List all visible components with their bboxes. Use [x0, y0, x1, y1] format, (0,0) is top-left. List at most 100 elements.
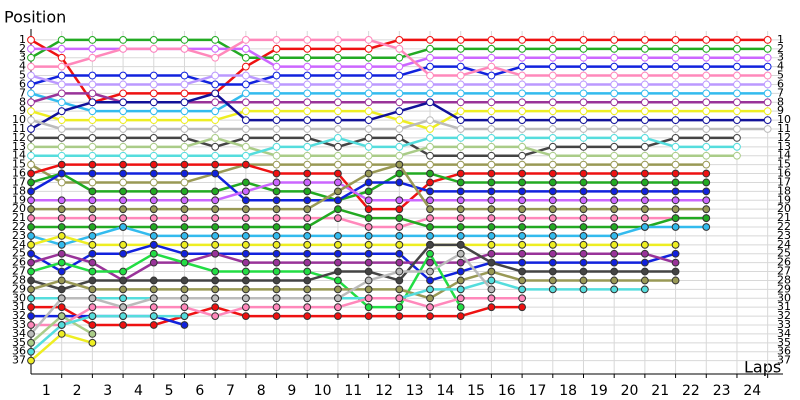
position-marker: [119, 36, 127, 44]
position-marker: [487, 89, 496, 98]
position-marker: [610, 98, 619, 107]
position-marker: [211, 294, 220, 303]
position-marker: [149, 205, 158, 214]
position-marker: [303, 169, 312, 178]
position-marker: [610, 116, 619, 124]
position-marker: [426, 71, 434, 80]
position-marker: [548, 134, 557, 142]
position-marker: [272, 312, 281, 320]
position-marker: [119, 169, 127, 178]
position-marker: [303, 232, 312, 240]
position-marker: [88, 312, 97, 320]
position-marker: [88, 187, 97, 196]
position-marker: [119, 267, 127, 276]
position-marker: [180, 187, 189, 196]
position-marker: [548, 178, 557, 187]
position-marker: [27, 223, 35, 231]
position-marker: [395, 107, 404, 116]
position-marker: [364, 276, 373, 285]
position-marker: [149, 187, 158, 196]
position-marker: [27, 356, 35, 365]
y-tick-label: 26: [12, 256, 26, 269]
position-marker: [272, 80, 281, 89]
y-tick-label-right: 23: [777, 229, 791, 242]
series-line: [30, 314, 185, 353]
position-marker: [426, 134, 434, 142]
position-marker: [518, 134, 527, 142]
position-marker: [88, 142, 97, 151]
position-marker: [27, 338, 35, 347]
position-marker: [334, 107, 342, 116]
position-marker: [671, 169, 680, 178]
position-marker: [671, 44, 680, 53]
position-marker: [640, 62, 649, 71]
position-marker: [395, 169, 404, 178]
position-marker: [211, 267, 220, 276]
y-tick-label: 7: [19, 86, 26, 99]
position-marker: [57, 303, 66, 312]
position-marker: [579, 223, 588, 231]
position-marker: [57, 312, 66, 320]
position-marker: [487, 169, 496, 178]
position-marker: [763, 98, 772, 107]
position-marker: [456, 214, 465, 222]
position-marker: [610, 196, 619, 205]
position-marker: [456, 107, 465, 116]
x-tick-label: 9: [287, 383, 296, 399]
position-marker: [426, 303, 434, 312]
position-marker: [303, 44, 312, 53]
position-marker: [426, 89, 434, 98]
position-marker: [579, 178, 588, 187]
position-marker: [303, 125, 312, 133]
position-marker: [763, 62, 772, 71]
y-tick-label-right: 10: [777, 113, 791, 126]
position-marker: [88, 267, 97, 276]
position-marker: [180, 303, 189, 312]
position-marker: [610, 267, 619, 276]
position-marker: [364, 142, 373, 151]
position-marker: [518, 62, 527, 71]
position-marker: [548, 223, 557, 231]
position-marker: [640, 249, 649, 258]
position-marker: [364, 107, 373, 116]
position-marker: [119, 125, 127, 133]
position-marker: [27, 249, 35, 258]
y-tick-label-right: 16: [777, 167, 791, 180]
position-marker: [395, 71, 404, 80]
position-marker: [518, 44, 527, 53]
position-marker: [149, 249, 158, 258]
position-marker: [579, 36, 588, 44]
position-marker: [119, 321, 127, 329]
position-marker: [548, 71, 557, 80]
position-marker: [211, 36, 220, 44]
position-marker: [27, 258, 35, 267]
position-marker: [57, 142, 66, 151]
position-marker: [211, 276, 220, 285]
position-marker: [303, 160, 312, 169]
position-marker: [733, 44, 741, 53]
position-marker: [548, 142, 557, 151]
x-tick-label: 17: [529, 383, 547, 399]
position-marker: [640, 36, 649, 44]
position-marker: [579, 160, 588, 169]
position-marker: [579, 151, 588, 160]
position-marker: [702, 116, 711, 124]
position-marker: [241, 44, 250, 53]
y-tick-label-right: 29: [777, 282, 791, 295]
position-marker: [610, 160, 619, 169]
position-marker: [733, 142, 741, 151]
position-marker: [241, 312, 250, 320]
position-marker: [57, 249, 66, 258]
position-marker: [27, 267, 35, 276]
position-marker: [364, 125, 373, 133]
position-marker: [456, 294, 465, 303]
y-tick-label: 28: [12, 273, 26, 286]
position-marker: [88, 240, 97, 249]
position-marker: [88, 258, 97, 267]
position-marker: [702, 196, 711, 205]
position-marker: [57, 89, 66, 98]
position-marker: [303, 187, 312, 196]
position-marker: [272, 178, 281, 187]
position-marker: [610, 62, 619, 71]
